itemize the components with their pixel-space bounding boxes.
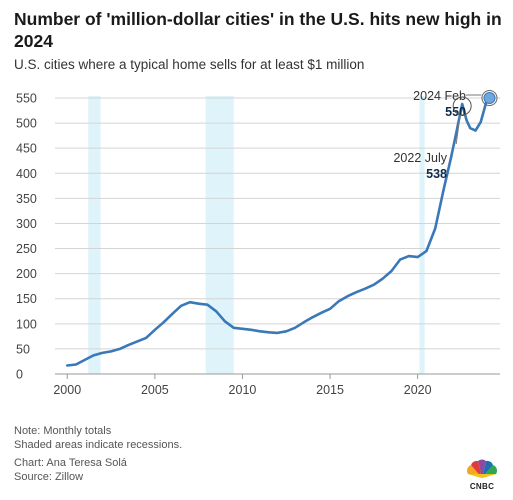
recession-band — [88, 96, 101, 374]
recession-band — [205, 96, 234, 374]
chart-title: Number of 'million-dollar cities' in the… — [14, 9, 502, 51]
y-tick-label: 200 — [16, 267, 37, 281]
y-tick-label: 550 — [16, 92, 37, 106]
y-tick-label: 500 — [16, 117, 37, 131]
footer-recession-note: Shaded areas indicate recessions. — [14, 439, 183, 451]
y-tick-label: 300 — [16, 217, 37, 231]
x-tick-label: 2015 — [316, 383, 344, 397]
chart-subtitle: U.S. cities where a typical home sells f… — [14, 57, 365, 72]
annotation-label-2024: 2024 Feb — [413, 89, 466, 103]
annotation-ring-2022 — [452, 96, 472, 116]
logo-text: CNBC — [469, 482, 495, 491]
recession-band — [419, 96, 425, 374]
annotation-ring-2024 — [481, 90, 498, 106]
series-line — [66, 96, 491, 367]
chart-plot: 0 50 100 150 200 250 300 350 400 450 500 550 2000 200… — [16, 89, 500, 397]
x-tick-label: 2005 — [141, 383, 169, 397]
x-tick-label: 2010 — [229, 383, 257, 397]
x-tick-label: 2020 — [404, 383, 432, 397]
y-tick-label: 450 — [16, 142, 37, 156]
y-tick-label: 400 — [16, 167, 37, 181]
footer-note: Note: Monthly totals — [14, 425, 112, 437]
footer-source: Source: Zillow — [14, 471, 84, 483]
y-tick-label: 50 — [16, 342, 30, 356]
y-tick-label: 350 — [16, 192, 37, 206]
y-tick-label: 100 — [16, 317, 37, 331]
annotation-value-2022: 538 — [426, 167, 447, 181]
annotation-leader-2022 — [455, 114, 461, 145]
y-tick-label: 250 — [16, 242, 37, 256]
x-tick-label: 2000 — [53, 383, 81, 397]
y-tick-label: 150 — [16, 292, 37, 306]
peacock-icon — [466, 459, 498, 478]
footer-credit: Chart: Ana Teresa Solá — [14, 457, 127, 469]
y-tick-label: 0 — [16, 368, 23, 382]
cnbc-logo: CNBC — [462, 456, 502, 492]
annotation-point-2024 — [483, 92, 496, 104]
annotation-label-2022: 2022 July — [393, 151, 447, 165]
